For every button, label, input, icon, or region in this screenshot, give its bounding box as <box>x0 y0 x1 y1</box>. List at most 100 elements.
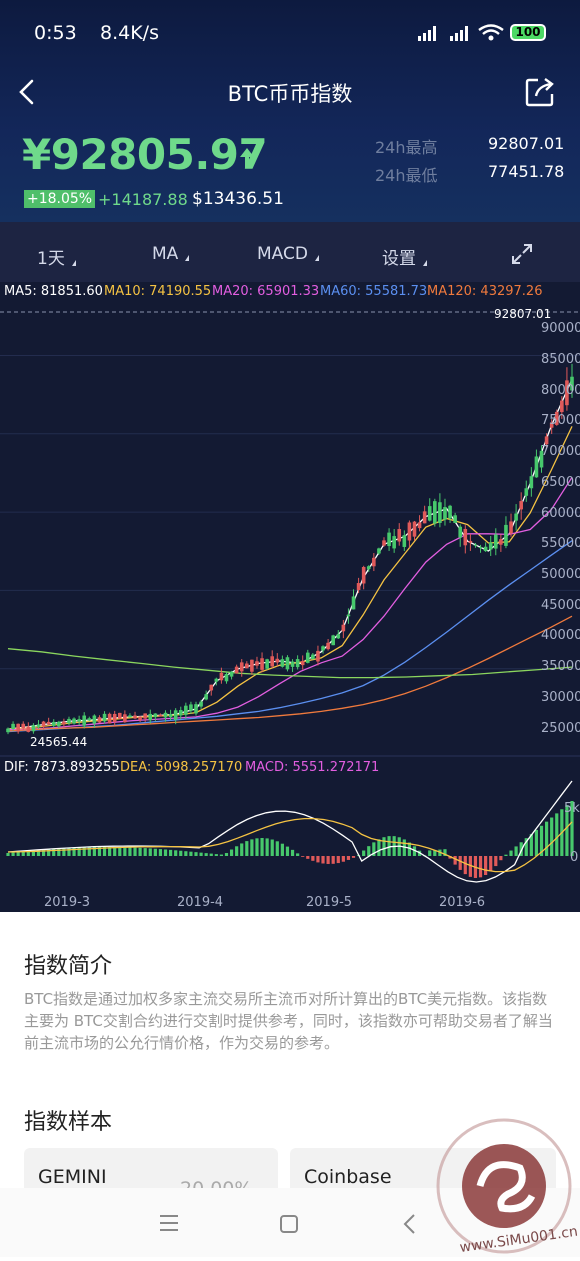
macd-bar <box>21 851 25 856</box>
candle <box>112 713 117 723</box>
macd-bar <box>489 856 493 872</box>
macd-bar <box>539 825 544 856</box>
x-tick: 2019-6 <box>439 895 486 910</box>
candle <box>209 684 214 691</box>
candle <box>184 705 188 715</box>
macd-bar <box>118 847 122 856</box>
macd-bar <box>224 853 229 856</box>
macd-bar <box>26 851 30 856</box>
tab-settings[interactable]: 设置 <box>382 244 427 269</box>
candle <box>311 654 315 660</box>
candle <box>260 658 264 670</box>
ma-line-ma60 <box>7 540 573 733</box>
candle <box>72 718 76 724</box>
dif-line <box>7 780 573 883</box>
macd-bar <box>113 847 117 856</box>
candle <box>473 544 478 546</box>
candle <box>16 723 20 732</box>
candle <box>128 715 132 718</box>
candle <box>407 522 412 541</box>
candle <box>366 566 371 570</box>
dropdown-triangle-icon <box>71 260 76 266</box>
current-price: ¥92805.97 <box>22 130 268 179</box>
candle <box>133 715 137 719</box>
nav-back-icon[interactable] <box>400 1212 420 1240</box>
share-icon[interactable] <box>524 76 556 108</box>
change-abs: +14187.88 <box>98 190 188 209</box>
tab-period[interactable]: 1天 <box>37 244 76 269</box>
tab-macd[interactable]: MACD <box>257 244 319 264</box>
candle <box>468 540 473 543</box>
candle <box>194 704 198 714</box>
candle <box>326 642 330 650</box>
macd-bar <box>494 856 498 867</box>
chart-area[interactable] <box>0 282 580 912</box>
macd-bar <box>57 848 61 856</box>
candle <box>189 704 193 711</box>
chart-toolbar <box>0 222 580 282</box>
tab-settings-label: 设置 <box>382 249 416 269</box>
macd-bar <box>565 805 569 856</box>
home-icon[interactable] <box>278 1213 300 1239</box>
candle <box>204 694 208 700</box>
macd-bar <box>519 842 523 856</box>
y-tick: 40000 <box>541 628 580 644</box>
back-icon[interactable] <box>16 78 40 106</box>
header-area <box>0 0 580 222</box>
macd-bar <box>514 846 518 856</box>
candle <box>453 515 457 523</box>
candle <box>382 540 386 546</box>
candle <box>351 596 356 610</box>
dropdown-triangle-icon <box>185 255 190 261</box>
candle <box>544 436 549 445</box>
candle <box>488 542 493 550</box>
candle <box>21 723 26 729</box>
macd-bar <box>346 856 351 860</box>
macd-bar <box>544 821 549 856</box>
candle <box>6 728 10 733</box>
menu-icon[interactable] <box>158 1213 180 1237</box>
macd-bar <box>290 849 295 856</box>
y-tick: 90000 <box>541 321 580 337</box>
candle <box>554 411 559 425</box>
y-tick: 30000 <box>541 689 580 705</box>
ma-line-ma5 <box>7 379 573 730</box>
macd-bar <box>301 856 305 857</box>
y-tick: 50000 <box>541 566 580 582</box>
macd-bar <box>235 846 239 856</box>
candle <box>87 718 92 721</box>
fullscreen-icon[interactable] <box>510 242 534 266</box>
candle <box>41 721 46 727</box>
y-tick: 60000 <box>541 505 580 521</box>
low-label: 24h最低 <box>375 166 438 185</box>
macd-bar <box>377 839 381 856</box>
candle <box>448 505 452 519</box>
watermark-seal: www.SiMu001.cn <box>428 1116 580 1257</box>
samples-title: 指数样本 <box>24 1110 113 1135</box>
candle <box>57 721 61 727</box>
macd-bar <box>524 838 528 856</box>
tab-ma[interactable]: MA <box>152 244 190 264</box>
candle <box>402 535 407 547</box>
ma-line-long <box>7 648 573 679</box>
candle <box>493 534 498 549</box>
dea-line <box>7 817 573 873</box>
macd-bar <box>204 853 208 856</box>
status-speed: 8.4K/s <box>100 22 159 44</box>
candle <box>229 671 234 677</box>
candle <box>377 548 381 554</box>
candlestick-chart <box>0 311 580 883</box>
macd-bar <box>92 847 96 856</box>
macd-bar <box>326 856 330 864</box>
macd-bar <box>285 846 290 856</box>
macd-bar <box>478 856 483 878</box>
y-tick: 55000 <box>541 536 580 552</box>
candle <box>123 714 127 723</box>
ma-line-ma20 <box>7 476 573 731</box>
y-tick: 75000 <box>541 413 580 429</box>
candle <box>300 661 305 666</box>
candle <box>158 714 163 717</box>
macd-label: MACD: 5551.272171 <box>245 760 380 775</box>
candle <box>412 521 417 537</box>
candle <box>519 501 523 510</box>
